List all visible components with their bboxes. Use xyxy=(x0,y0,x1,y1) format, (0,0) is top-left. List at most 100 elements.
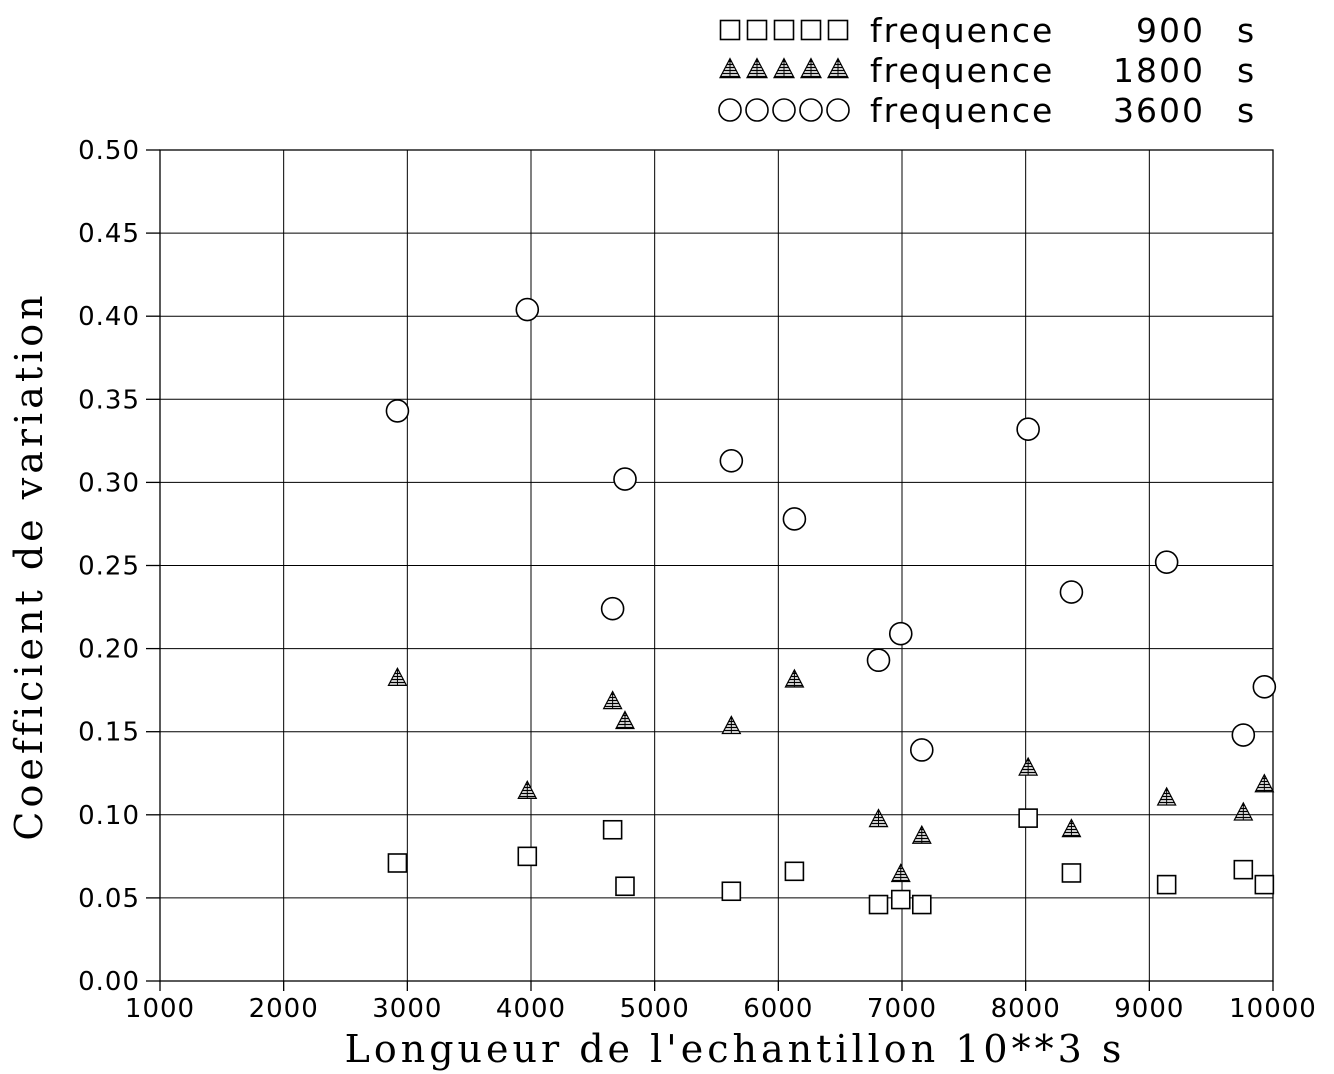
legend-marker-triangle xyxy=(827,57,849,79)
legend-marker-triangle xyxy=(719,57,741,79)
y-tick-label: 0.30 xyxy=(78,468,140,498)
data-point-square xyxy=(1061,863,1082,883)
x-tick-label: 3000 xyxy=(372,994,442,1024)
y-tick-label: 0.15 xyxy=(78,718,140,748)
data-point-square xyxy=(387,853,408,873)
data-point-triangle xyxy=(1156,786,1177,806)
legend-marker-square xyxy=(800,19,822,41)
data-point-triangle xyxy=(1061,818,1082,838)
data-point-square xyxy=(1254,874,1275,895)
data-point-triangle xyxy=(911,824,932,844)
data-point-triangle xyxy=(1233,801,1254,821)
x-tick-label: 4000 xyxy=(496,994,566,1024)
legend-marker-square xyxy=(719,19,741,41)
x-tick-labels: 1000 2000 3000 4000 5000 6000 7000 8000 9000 1000… xyxy=(125,981,1317,1024)
y-tick-label: 0.45 xyxy=(78,219,140,249)
legend-period: 3600 xyxy=(1113,91,1205,130)
data-point-square xyxy=(911,894,932,915)
x-tick-label: 9000 xyxy=(1114,994,1184,1024)
data-point-triangle xyxy=(890,863,911,883)
data-point-circle xyxy=(515,297,540,322)
legend-marker-square xyxy=(746,19,768,41)
legend-marker-square xyxy=(773,19,795,41)
x-tick-label: 1000 xyxy=(125,994,195,1024)
legend-entry-3600: frequence 3600 s xyxy=(718,91,1256,130)
data-point-square xyxy=(602,819,623,840)
legend-period: 1800 xyxy=(1113,51,1205,90)
data-point-triangle xyxy=(387,666,408,686)
data-point-circle xyxy=(1252,675,1277,699)
y-tick-label: 0.35 xyxy=(78,385,140,415)
data-point-triangle xyxy=(517,779,538,799)
data-point-square xyxy=(868,894,889,915)
data-point-square xyxy=(890,889,911,910)
legend-marker-circle xyxy=(745,98,769,122)
legend-marker-circle xyxy=(718,98,742,122)
legend-period: 900 xyxy=(1136,11,1205,50)
data-point-circle xyxy=(782,507,807,531)
legend-entry-900: frequence 900 s xyxy=(719,11,1256,50)
y-tick-label: 0.20 xyxy=(78,635,140,665)
legend-label: frequence xyxy=(870,51,1054,90)
data-point-circle xyxy=(866,648,891,673)
y-tick-label: 0.00 xyxy=(78,967,140,997)
legend-marker-square xyxy=(827,19,849,41)
data-points xyxy=(385,297,1277,915)
data-point-square xyxy=(1018,808,1038,828)
y-tick-label: 0.40 xyxy=(78,302,140,332)
data-point-triangle xyxy=(614,710,635,730)
data-point-square xyxy=(615,876,635,897)
data-point-triangle xyxy=(721,715,742,735)
legend-marker-circle xyxy=(826,98,850,122)
legend-unit: s xyxy=(1237,11,1256,50)
data-point-square xyxy=(721,881,742,902)
legend-label: frequence xyxy=(870,11,1054,50)
data-point-square xyxy=(517,846,538,867)
x-tick-label: 8000 xyxy=(991,994,1061,1024)
legend-unit: s xyxy=(1237,91,1256,130)
x-tick-label: 6000 xyxy=(743,994,813,1024)
y-tick-labels: 0.00 0.05 0.10 0.15 0.20 0.25 0.30 0.35 0.40 0.45… xyxy=(78,136,160,997)
series-1800 xyxy=(387,666,1275,883)
y-axis-title: Coefficient de variation xyxy=(7,291,51,840)
data-point-triangle xyxy=(784,668,805,688)
data-point-square xyxy=(784,861,805,882)
x-axis-title: Longueur de l'echantillon 10**3 s xyxy=(345,1027,1126,1071)
legend-marker-triangle xyxy=(800,57,822,79)
data-point-triangle xyxy=(868,808,889,828)
legend-unit: s xyxy=(1237,51,1256,90)
data-point-circle xyxy=(1154,550,1179,574)
data-point-square xyxy=(1233,859,1254,880)
legend-marker-circle xyxy=(799,98,823,122)
data-point-circle xyxy=(1231,723,1256,747)
data-point-circle xyxy=(909,738,934,762)
data-point-circle xyxy=(719,448,744,473)
legend-marker-circle xyxy=(772,98,796,122)
data-point-circle xyxy=(1059,580,1084,604)
grid-layer xyxy=(159,149,1274,982)
legend-label: frequence xyxy=(870,91,1054,130)
series-900 xyxy=(387,808,1275,915)
y-tick-label: 0.25 xyxy=(78,552,140,582)
y-tick-label: 0.10 xyxy=(78,801,140,831)
y-tick-label: 0.05 xyxy=(78,884,140,914)
x-tick-label: 5000 xyxy=(620,994,690,1024)
data-point-circle xyxy=(613,467,637,491)
y-tick-label: 0.50 xyxy=(78,136,140,166)
x-tick-label: 2000 xyxy=(249,994,319,1024)
legend: frequence 900 s frequence 1800 s frequence 3600… xyxy=(718,11,1256,130)
series-3600 xyxy=(385,297,1277,762)
data-point-circle xyxy=(888,621,913,646)
legend-marker-triangle xyxy=(773,57,795,79)
x-tick-label: 10000 xyxy=(1229,994,1317,1024)
legend-marker-triangle xyxy=(746,57,768,79)
legend-entry-1800: frequence 1800 s xyxy=(719,51,1256,90)
x-tick-label: 7000 xyxy=(867,994,937,1024)
data-point-triangle xyxy=(1018,756,1039,776)
data-point-triangle xyxy=(602,690,623,710)
data-point-circle xyxy=(385,399,410,423)
data-point-square xyxy=(1156,874,1177,895)
data-point-circle xyxy=(600,596,625,621)
data-point-circle xyxy=(1016,417,1040,442)
